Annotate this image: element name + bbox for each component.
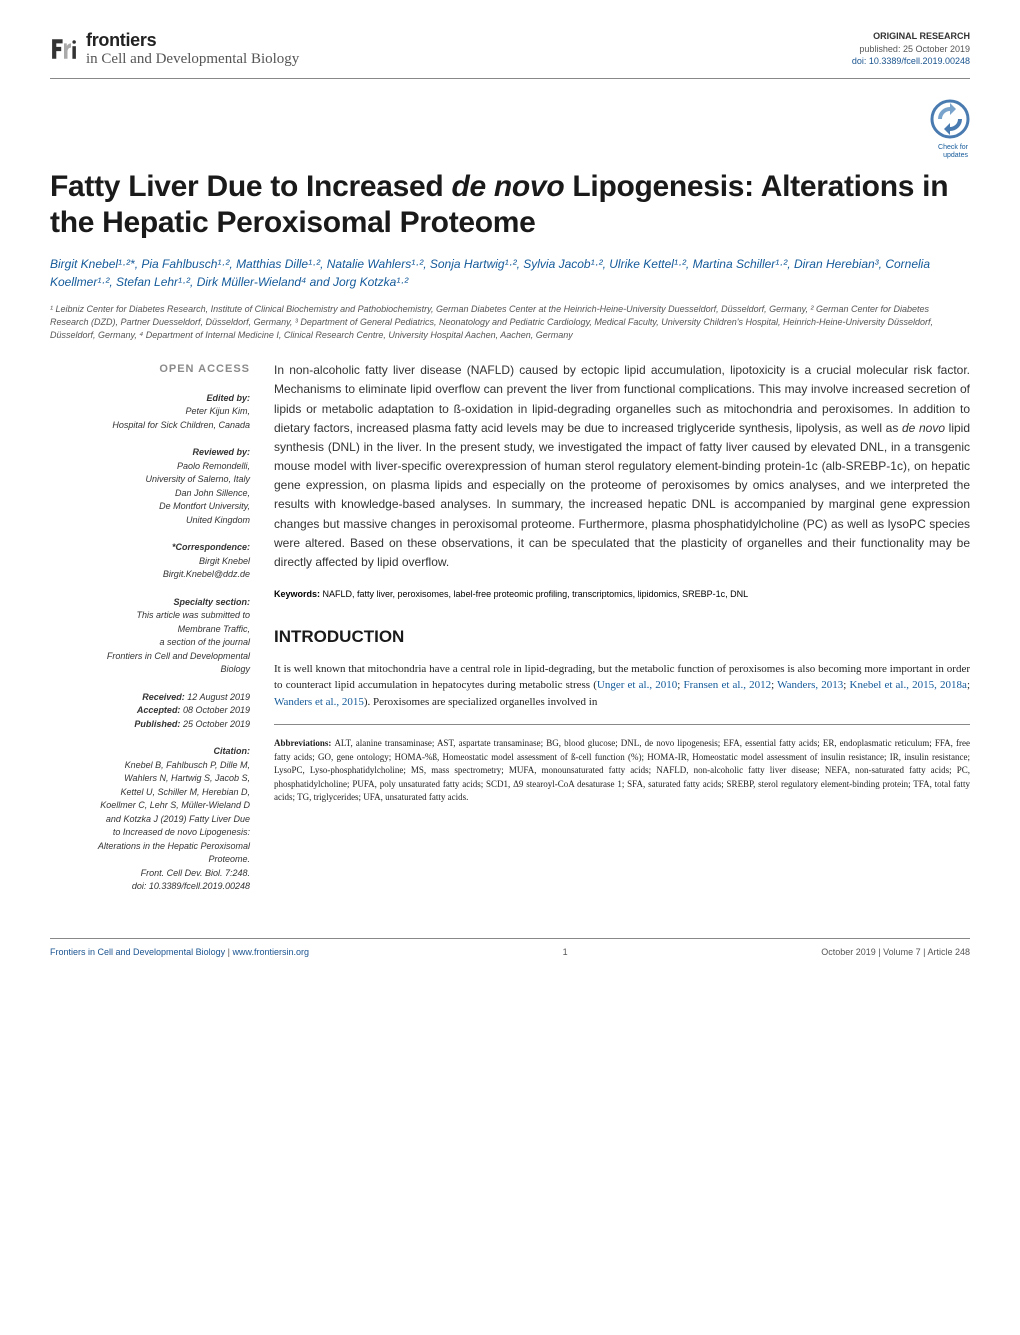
header-divider <box>50 78 970 79</box>
footer-left: Frontiers in Cell and Developmental Biol… <box>50 947 309 957</box>
editor-inst: Hospital for Sick Children, Canada <box>50 419 250 433</box>
editor-name: Peter Kijun Kim, <box>50 405 250 419</box>
page-container: frontiers in Cell and Developmental Biol… <box>0 0 1020 997</box>
journal-name: in Cell and Developmental Biology <box>86 51 299 68</box>
footer-url-link[interactable]: www.frontiersin.org <box>232 947 309 957</box>
correspondence-section: *Correspondence: Birgit Knebel Birgit.Kn… <box>50 541 250 582</box>
citation-section: Citation: Knebel B, Fahlbusch P, Dille M… <box>50 745 250 894</box>
logo-section: frontiers in Cell and Developmental Biol… <box>50 30 299 68</box>
keywords-text: NAFLD, fatty liver, peroxisomes, label-f… <box>323 589 749 599</box>
accepted-date: 08 October 2019 <box>180 705 250 715</box>
open-access-label: OPEN ACCESS <box>50 361 250 378</box>
footer: Frontiers in Cell and Developmental Biol… <box>50 938 970 957</box>
check-updates-badge[interactable]: Check for updates <box>50 99 970 159</box>
affiliations: ¹ Leibniz Center for Diabetes Research, … <box>50 303 970 341</box>
accepted-label: Accepted: <box>137 705 181 715</box>
ref-link[interactable]: Unger et al., 2010 <box>597 679 677 691</box>
article-title: Fatty Liver Due to Increased de novo Lip… <box>50 169 970 241</box>
ref-link[interactable]: Fransen et al., 2012 <box>683 679 771 691</box>
corr-label: *Correspondence: <box>50 541 250 555</box>
ref-link[interactable]: Wanders, 2013 <box>777 679 843 691</box>
corr-name: Birgit Knebel <box>50 555 250 569</box>
reviewer2-inst: De Montfort University, <box>50 500 250 514</box>
reviewer2-inst2: United Kingdom <box>50 514 250 528</box>
dates-section: Received: 12 August 2019 Accepted: 08 Oc… <box>50 691 250 732</box>
abbreviations-box: Abbreviations: ALT, alanine transaminase… <box>274 724 970 805</box>
main-content: OPEN ACCESS Edited by: Peter Kijun Kim, … <box>50 361 970 908</box>
published-date: 25 October 2019 <box>180 719 250 729</box>
received-date: 12 August 2019 <box>185 692 250 702</box>
keywords-label: Keywords: <box>274 589 323 599</box>
edited-by-section: Edited by: Peter Kijun Kim, Hospital for… <box>50 392 250 433</box>
reviewed-by-section: Reviewed by: Paolo Remondelli, Universit… <box>50 446 250 527</box>
logo-text-block: frontiers in Cell and Developmental Biol… <box>86 30 299 68</box>
brand-name: frontiers <box>86 30 299 51</box>
footer-journal-link[interactable]: Frontiers in Cell and Developmental Biol… <box>50 947 225 957</box>
abbr-text: ALT, alanine transaminase; AST, aspartat… <box>274 738 970 802</box>
check-updates-icon <box>930 99 970 139</box>
published-label: Published: <box>134 719 180 729</box>
reviewer1-inst: University of Salerno, Italy <box>50 473 250 487</box>
abbr-label: Abbreviations: <box>274 738 334 748</box>
specialty-text: This article was submitted to <box>50 609 250 623</box>
frontiers-logo-icon <box>50 35 78 63</box>
doi-link[interactable]: doi: 10.3389/fcell.2019.00248 <box>852 55 970 68</box>
edited-by-label: Edited by: <box>50 392 250 406</box>
received-label: Received: <box>142 692 185 702</box>
intro-heading: INTRODUCTION <box>274 627 970 647</box>
footer-right: October 2019 | Volume 7 | Article 248 <box>821 947 970 957</box>
article-type: ORIGINAL RESEARCH <box>852 30 970 43</box>
specialty-label: Specialty section: <box>50 596 250 610</box>
reviewer2-name: Dan John Sillence, <box>50 487 250 501</box>
check-updates-text: Check for updates <box>50 144 968 159</box>
keywords: Keywords: NAFLD, fatty liver, peroxisome… <box>274 588 970 601</box>
sidebar: OPEN ACCESS Edited by: Peter Kijun Kim, … <box>50 361 250 908</box>
citation-label: Citation: <box>50 745 250 759</box>
corr-email[interactable]: Birgit.Knebel@ddz.de <box>50 568 250 582</box>
intro-text: It is well known that mitochondria have … <box>274 661 970 711</box>
header-meta: ORIGINAL RESEARCH published: 25 October … <box>852 30 970 68</box>
authors-list: Birgit Knebel¹·²*, Pia Fahlbusch¹·², Mat… <box>50 255 970 291</box>
reviewer1-name: Paolo Remondelli, <box>50 460 250 474</box>
reviewed-by-label: Reviewed by: <box>50 446 250 460</box>
specialty-section: Specialty section: This article was subm… <box>50 596 250 677</box>
content-column: In non-alcoholic fatty liver disease (NA… <box>274 361 970 908</box>
publish-date: published: 25 October 2019 <box>852 43 970 56</box>
abstract-text: In non-alcoholic fatty liver disease (NA… <box>274 361 970 572</box>
page-number: 1 <box>563 947 568 957</box>
ref-link[interactable]: Knebel et al., 2015, 2018a <box>850 679 967 691</box>
ref-link[interactable]: Wanders et al., 2015 <box>274 696 364 708</box>
header: frontiers in Cell and Developmental Biol… <box>50 30 970 68</box>
